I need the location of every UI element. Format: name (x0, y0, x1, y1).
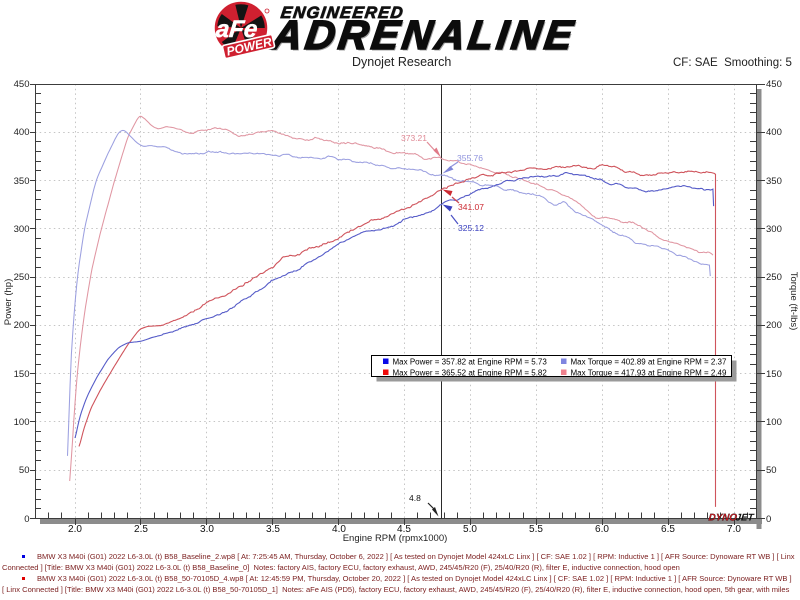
svg-text:250: 250 (766, 272, 782, 283)
svg-text:100: 100 (14, 417, 30, 428)
svg-text:4.0: 4.0 (332, 524, 346, 535)
svg-text:200: 200 (766, 320, 782, 331)
svg-text:2.0: 2.0 (68, 524, 82, 535)
svg-text:Power (hp): Power (hp) (3, 279, 14, 325)
svg-text:450: 450 (766, 79, 782, 90)
svg-text:325.12: 325.12 (458, 223, 484, 233)
svg-text:DYNO: DYNO (708, 513, 738, 524)
svg-text:341.07: 341.07 (458, 202, 484, 212)
svg-text:200: 200 (14, 320, 30, 331)
svg-text:4.5: 4.5 (397, 524, 411, 535)
svg-text:150: 150 (14, 369, 30, 380)
svg-text:50: 50 (19, 465, 30, 476)
svg-text:3.0: 3.0 (200, 524, 214, 535)
svg-text:7.0: 7.0 (727, 524, 741, 535)
svg-text:2.5: 2.5 (134, 524, 148, 535)
svg-text:JET: JET (735, 513, 755, 524)
svg-text:150: 150 (766, 369, 782, 380)
svg-text:0: 0 (766, 514, 771, 525)
svg-text:6.0: 6.0 (595, 524, 609, 535)
svg-text:50: 50 (766, 465, 777, 476)
svg-text:400: 400 (766, 127, 782, 138)
svg-text:4.8: 4.8 (409, 493, 421, 503)
svg-text:3.5: 3.5 (266, 524, 280, 535)
svg-text:400: 400 (14, 127, 30, 138)
svg-text:250: 250 (14, 272, 30, 283)
svg-text:Max Torque = 402.89 at Engine: Max Torque = 402.89 at Engine RPM = 2.37 (571, 358, 728, 367)
svg-text:Max Torque = 417.93 at Engine: Max Torque = 417.93 at Engine RPM = 2.49 (571, 369, 728, 378)
svg-text:6.5: 6.5 (661, 524, 675, 535)
svg-text:0: 0 (24, 514, 29, 525)
svg-text:Torque (ft-lbs): Torque (ft-lbs) (788, 272, 799, 331)
svg-text:350: 350 (766, 176, 782, 187)
svg-text:Engine RPM (rpmx1000): Engine RPM (rpmx1000) (343, 533, 448, 544)
svg-text:5.5: 5.5 (529, 524, 543, 535)
svg-text:355.76: 355.76 (457, 153, 483, 163)
svg-text:450: 450 (14, 79, 30, 90)
svg-text:Max Power = 365.52 at Engine R: Max Power = 365.52 at Engine RPM = 5.82 (393, 369, 548, 378)
svg-text:350: 350 (14, 176, 30, 187)
svg-text:Max Power = 357.82 at Engine R: Max Power = 357.82 at Engine RPM = 5.73 (393, 358, 548, 367)
svg-text:5.0: 5.0 (463, 524, 477, 535)
svg-text:373.21: 373.21 (401, 133, 427, 143)
svg-text:300: 300 (766, 224, 782, 235)
svg-text:100: 100 (766, 417, 782, 428)
svg-text:300: 300 (14, 224, 30, 235)
